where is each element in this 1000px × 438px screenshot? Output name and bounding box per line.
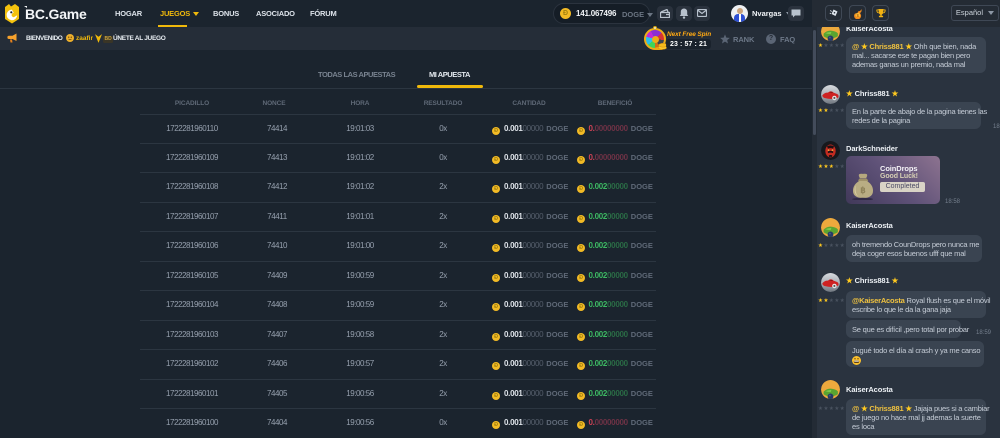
svg-text:$: $ bbox=[857, 13, 860, 18]
svg-text:฿: ฿ bbox=[860, 185, 866, 195]
